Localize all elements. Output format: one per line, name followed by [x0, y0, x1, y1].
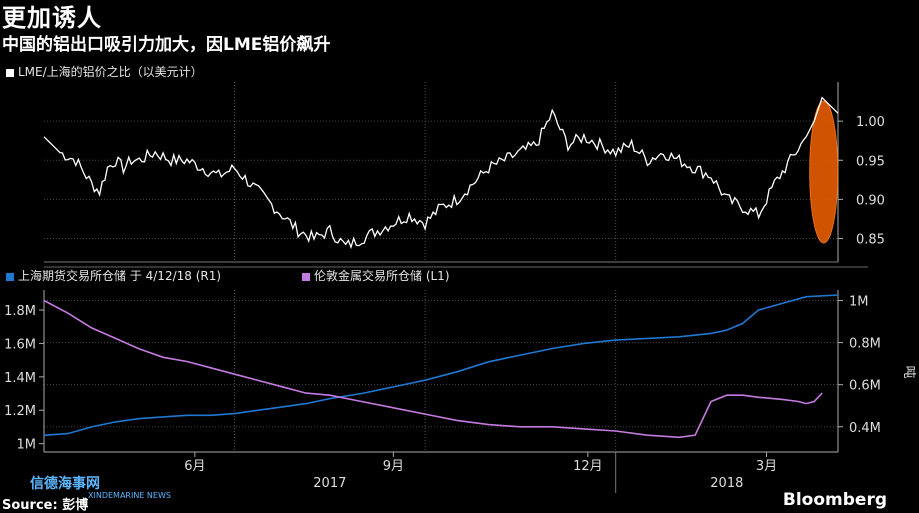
x-tick-label: 3月	[756, 459, 777, 474]
legend-ratio-swatch	[6, 68, 14, 77]
top-y-tick-label: 0.85	[856, 233, 885, 248]
chart-subtitle: 中国的铝出口吸引力加大，因LME铝价飙升	[2, 35, 331, 55]
legend-shfe-label: 上海期货交易所仓储 于 4/12/18 (R1)	[18, 269, 222, 283]
right-y-axis-label: 吨	[901, 365, 916, 378]
x-year-label: 2017	[313, 476, 346, 491]
x-tick-label: 12月	[573, 459, 603, 474]
legend-lme-label: 伦敦金属交易所仓储 (L1)	[314, 269, 450, 283]
top-y-tick-label: 1.00	[856, 115, 885, 130]
watermark-subtext: XINDEMARINE NEWS	[88, 491, 171, 500]
bloomberg-logo: Bloomberg	[782, 490, 887, 510]
legend-shfe: 上海期货交易所仓储 于 4/12/18 (R1)	[6, 267, 221, 284]
lme-inventory-line	[43, 299, 823, 439]
highlight-ellipse	[809, 100, 839, 244]
legend-lme-swatch	[302, 272, 310, 281]
left-y-tick-label: 1.6M	[4, 337, 36, 352]
ratio-line	[43, 96, 839, 250]
left-y-tick-label: 1.4M	[4, 371, 36, 386]
right-y-tick-label: 0.8M	[849, 337, 881, 352]
top-y-tick-label: 0.90	[856, 193, 885, 208]
shfe-inventory-line	[43, 294, 839, 437]
right-y-tick-label: 0.4M	[849, 421, 881, 436]
chart-title: 更加诱人	[2, 4, 102, 32]
right-y-tick-label: 1M	[849, 295, 869, 310]
left-y-tick-label: 1.2M	[4, 404, 36, 419]
legend-ratio-label: LME/上海的铝价之比（以美元计）	[18, 65, 203, 79]
x-tick-label: 6月	[184, 459, 205, 474]
x-year-label: 2018	[710, 476, 743, 491]
left-y-tick-label: 1.8M	[4, 304, 36, 319]
legend-lme: 伦敦金属交易所仓储 (L1)	[302, 267, 450, 284]
right-y-tick-label: 0.6M	[849, 379, 881, 394]
top-y-tick-label: 0.95	[856, 154, 885, 169]
legend-shfe-swatch	[6, 272, 14, 281]
left-y-tick-label: 1M	[17, 438, 37, 453]
x-tick-label: 9月	[383, 459, 404, 474]
source-note: Source: 彭博	[2, 498, 89, 513]
legend-ratio: LME/上海的铝价之比（以美元计）	[6, 63, 203, 80]
watermark-logo: 信德海事网	[30, 476, 100, 492]
